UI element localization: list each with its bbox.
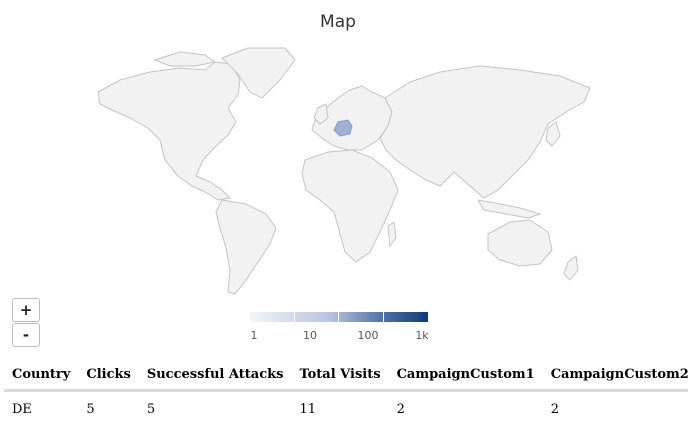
legend-label-100: 100 xyxy=(357,329,379,342)
column-header-country[interactable]: Country xyxy=(4,364,79,392)
cell-campaign-custom2: 2 xyxy=(550,402,559,417)
cell-total-visits: 11 xyxy=(299,402,316,417)
madagascar-landmass xyxy=(387,221,397,247)
north-america-landmass xyxy=(97,61,241,201)
legend-label-10: 10 xyxy=(303,329,317,342)
column-header-campaign-custom1[interactable]: CampaignCustom1 xyxy=(388,364,543,392)
greenland-landmass xyxy=(221,47,296,99)
country-germany-highlight xyxy=(333,119,353,137)
legend-label-1k: 1k xyxy=(415,329,429,342)
australia-landmass xyxy=(487,219,553,267)
south-america-landmass xyxy=(215,199,277,295)
southeast-asia-islands xyxy=(477,199,541,219)
new-zealand-landmass xyxy=(563,255,579,281)
arctic-islands xyxy=(154,51,216,67)
color-scale-legend xyxy=(250,312,428,322)
cell-campaign-custom1: 2 xyxy=(396,402,405,417)
column-header-clicks[interactable]: Clicks xyxy=(78,364,139,392)
column-header-successful-attacks[interactable]: Successful Attacks xyxy=(138,364,292,392)
asia-landmass xyxy=(379,65,591,199)
table-header-row: Country Clicks Successful Attacks Total … xyxy=(4,364,688,392)
cell-country: DE xyxy=(12,402,32,417)
country-stats-table: Country Clicks Successful Attacks Total … xyxy=(4,364,688,421)
column-header-total-visits[interactable]: Total Visits xyxy=(291,364,389,392)
legend-tick xyxy=(294,312,295,322)
world-map[interactable] xyxy=(0,0,688,300)
zoom-out-button[interactable]: - xyxy=(12,323,40,347)
uk-landmass xyxy=(313,103,329,125)
legend-tick xyxy=(383,312,384,322)
column-header-campaign-custom2[interactable]: CampaignCustom2 xyxy=(542,364,688,392)
table-row: DE 5 5 11 2 2 xyxy=(4,391,688,422)
zoom-in-button[interactable]: + xyxy=(12,298,40,322)
africa-landmass xyxy=(301,149,399,263)
legend-tick xyxy=(338,312,339,322)
japan-landmass xyxy=(545,121,561,147)
cell-successful-attacks: 5 xyxy=(146,402,156,417)
legend-label-1: 1 xyxy=(250,329,258,342)
cell-clicks: 5 xyxy=(86,402,95,417)
map-title: Map xyxy=(320,12,356,32)
